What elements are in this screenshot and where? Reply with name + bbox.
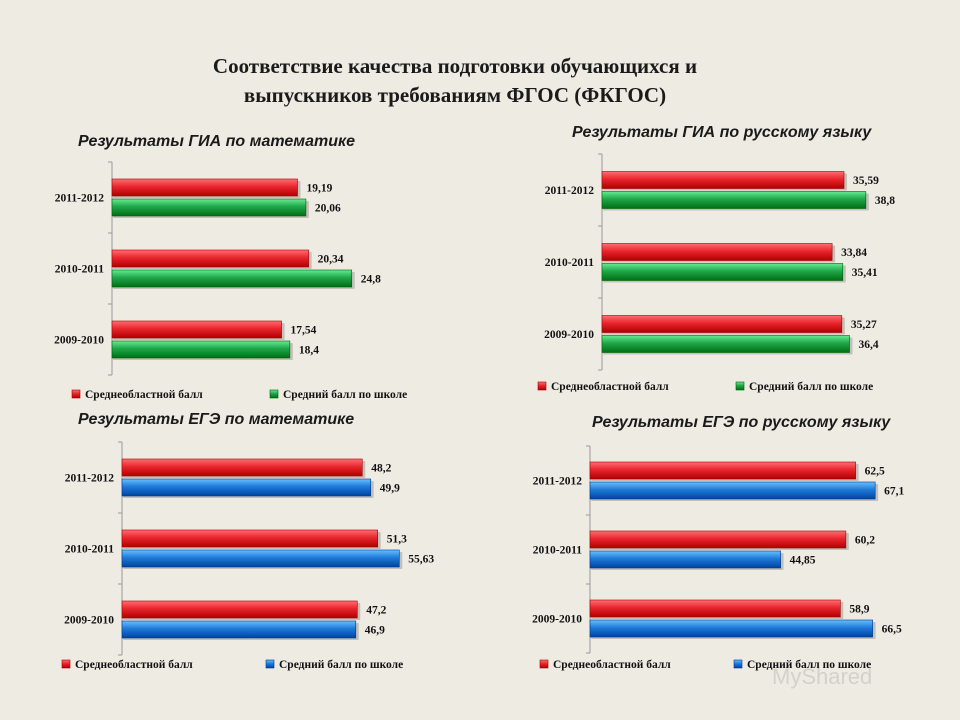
page-title-line-2: выпускников требованиям ФГОС (ФКГОС) [243,83,667,107]
data-label: 20,06 [315,203,341,215]
bar [601,335,850,353]
bar [601,263,844,281]
data-label: 20,34 [318,254,344,266]
bar [121,529,379,548]
legend-swatch [265,659,275,669]
bar [601,171,845,189]
bar [589,599,841,618]
legend-swatch [733,659,743,669]
data-label: 44,85 [790,555,816,567]
category-label: 2010-2011 [55,264,104,276]
legend-label: Среднеобластной балл [75,659,193,671]
bar [121,458,363,477]
data-label: 51,3 [387,534,407,546]
chart-ege-russian: 2011-2012 62,5 67,1 2010-2011 60,2 44,85 2009-… [532,445,905,671]
data-label: 62,5 [865,466,885,478]
category-label: 2011-2012 [55,193,104,205]
legend-swatch [61,659,71,669]
category-label: 2011-2012 [65,473,114,485]
bar [111,249,309,268]
data-label: 46,9 [365,625,385,637]
bar [111,198,307,217]
legend-swatch [71,389,81,399]
bar [121,600,358,619]
legend-swatch [539,659,549,669]
legend-label: Среднеобластной балл [553,659,671,671]
category-label: 2009-2010 [544,329,594,341]
chart-ege-math: 2011-2012 48,2 49,9 2010-2011 51,355,63 2009-… [61,441,434,671]
data-label: 18,4 [299,345,319,357]
legend-label: Средний балл по школе [749,381,873,393]
category-label: 2009-2010 [54,335,104,347]
chart-title-ege-math: Результаты ЕГЭ по математике [78,411,355,428]
data-label: 35,27 [851,319,877,331]
data-label: 33,84 [841,247,867,259]
data-label: 55,63 [408,554,434,566]
legend-label: Средний балл по школе [283,389,407,401]
legend-swatch [735,381,745,391]
data-label: 38,8 [875,195,895,207]
data-label: 36,4 [859,339,879,351]
bar [589,481,876,500]
data-label: 19,19 [307,183,333,195]
data-label: 35,41 [852,267,878,279]
chart-title-gia-math: Результаты ГИА по математике [78,133,356,150]
legend-label: Средний балл по школе [747,659,871,671]
data-label: 67,1 [884,486,904,498]
bar [111,178,298,197]
data-label: 17,54 [291,325,317,337]
bar [121,478,372,497]
category-label: 2009-2010 [64,615,114,627]
category-label: 2010-2011 [533,545,582,557]
category-label: 2011-2012 [533,476,582,488]
page-title: Соответствие качества подготовки обучающ… [100,52,810,110]
category-label: 2009-2010 [532,614,582,626]
category-label: 2010-2011 [545,257,594,269]
chart-title-gia-russian: Результаты ГИА по русскому языку [572,124,872,141]
bar [589,619,873,638]
chart-title-ege-russian: Результаты ЕГЭ по русскому языку [592,414,891,431]
legend-swatch [269,389,279,399]
bar [601,243,833,261]
bar [589,550,781,569]
data-label: 60,2 [855,535,875,547]
legend-label: Среднеобластной балл [85,389,203,401]
bar [601,191,867,209]
chart-gia-russian: 2011-2012 35,59 38,8 2010-2011 33,84 35,41 200… [537,153,895,393]
bar [601,315,843,333]
bar [121,620,357,639]
legend-label: Среднеобластной балл [551,381,669,393]
data-label: 49,9 [380,483,400,495]
bar [111,269,353,288]
data-label: 24,8 [361,274,381,286]
data-label: 47,2 [366,605,386,617]
category-label: 2011-2012 [545,185,594,197]
data-label: 66,5 [882,624,902,636]
bar [111,320,282,339]
bar [589,530,847,549]
bar [589,461,856,480]
bar [121,549,400,568]
category-label: 2010-2011 [65,544,114,556]
data-label: 58,9 [849,604,869,616]
data-label: 48,2 [371,463,391,475]
watermark: MyShared [772,664,873,689]
page-title-line-1: Соответствие качества подготовки обучающ… [212,54,698,78]
legend-swatch [537,381,547,391]
legend-label: Средний балл по школе [279,659,403,671]
bar [111,340,291,359]
data-label: 35,59 [853,175,879,187]
chart-gia-math: 2011-2012 19,19 20,06 2010-2011 20,34 24,8 200… [54,161,407,401]
